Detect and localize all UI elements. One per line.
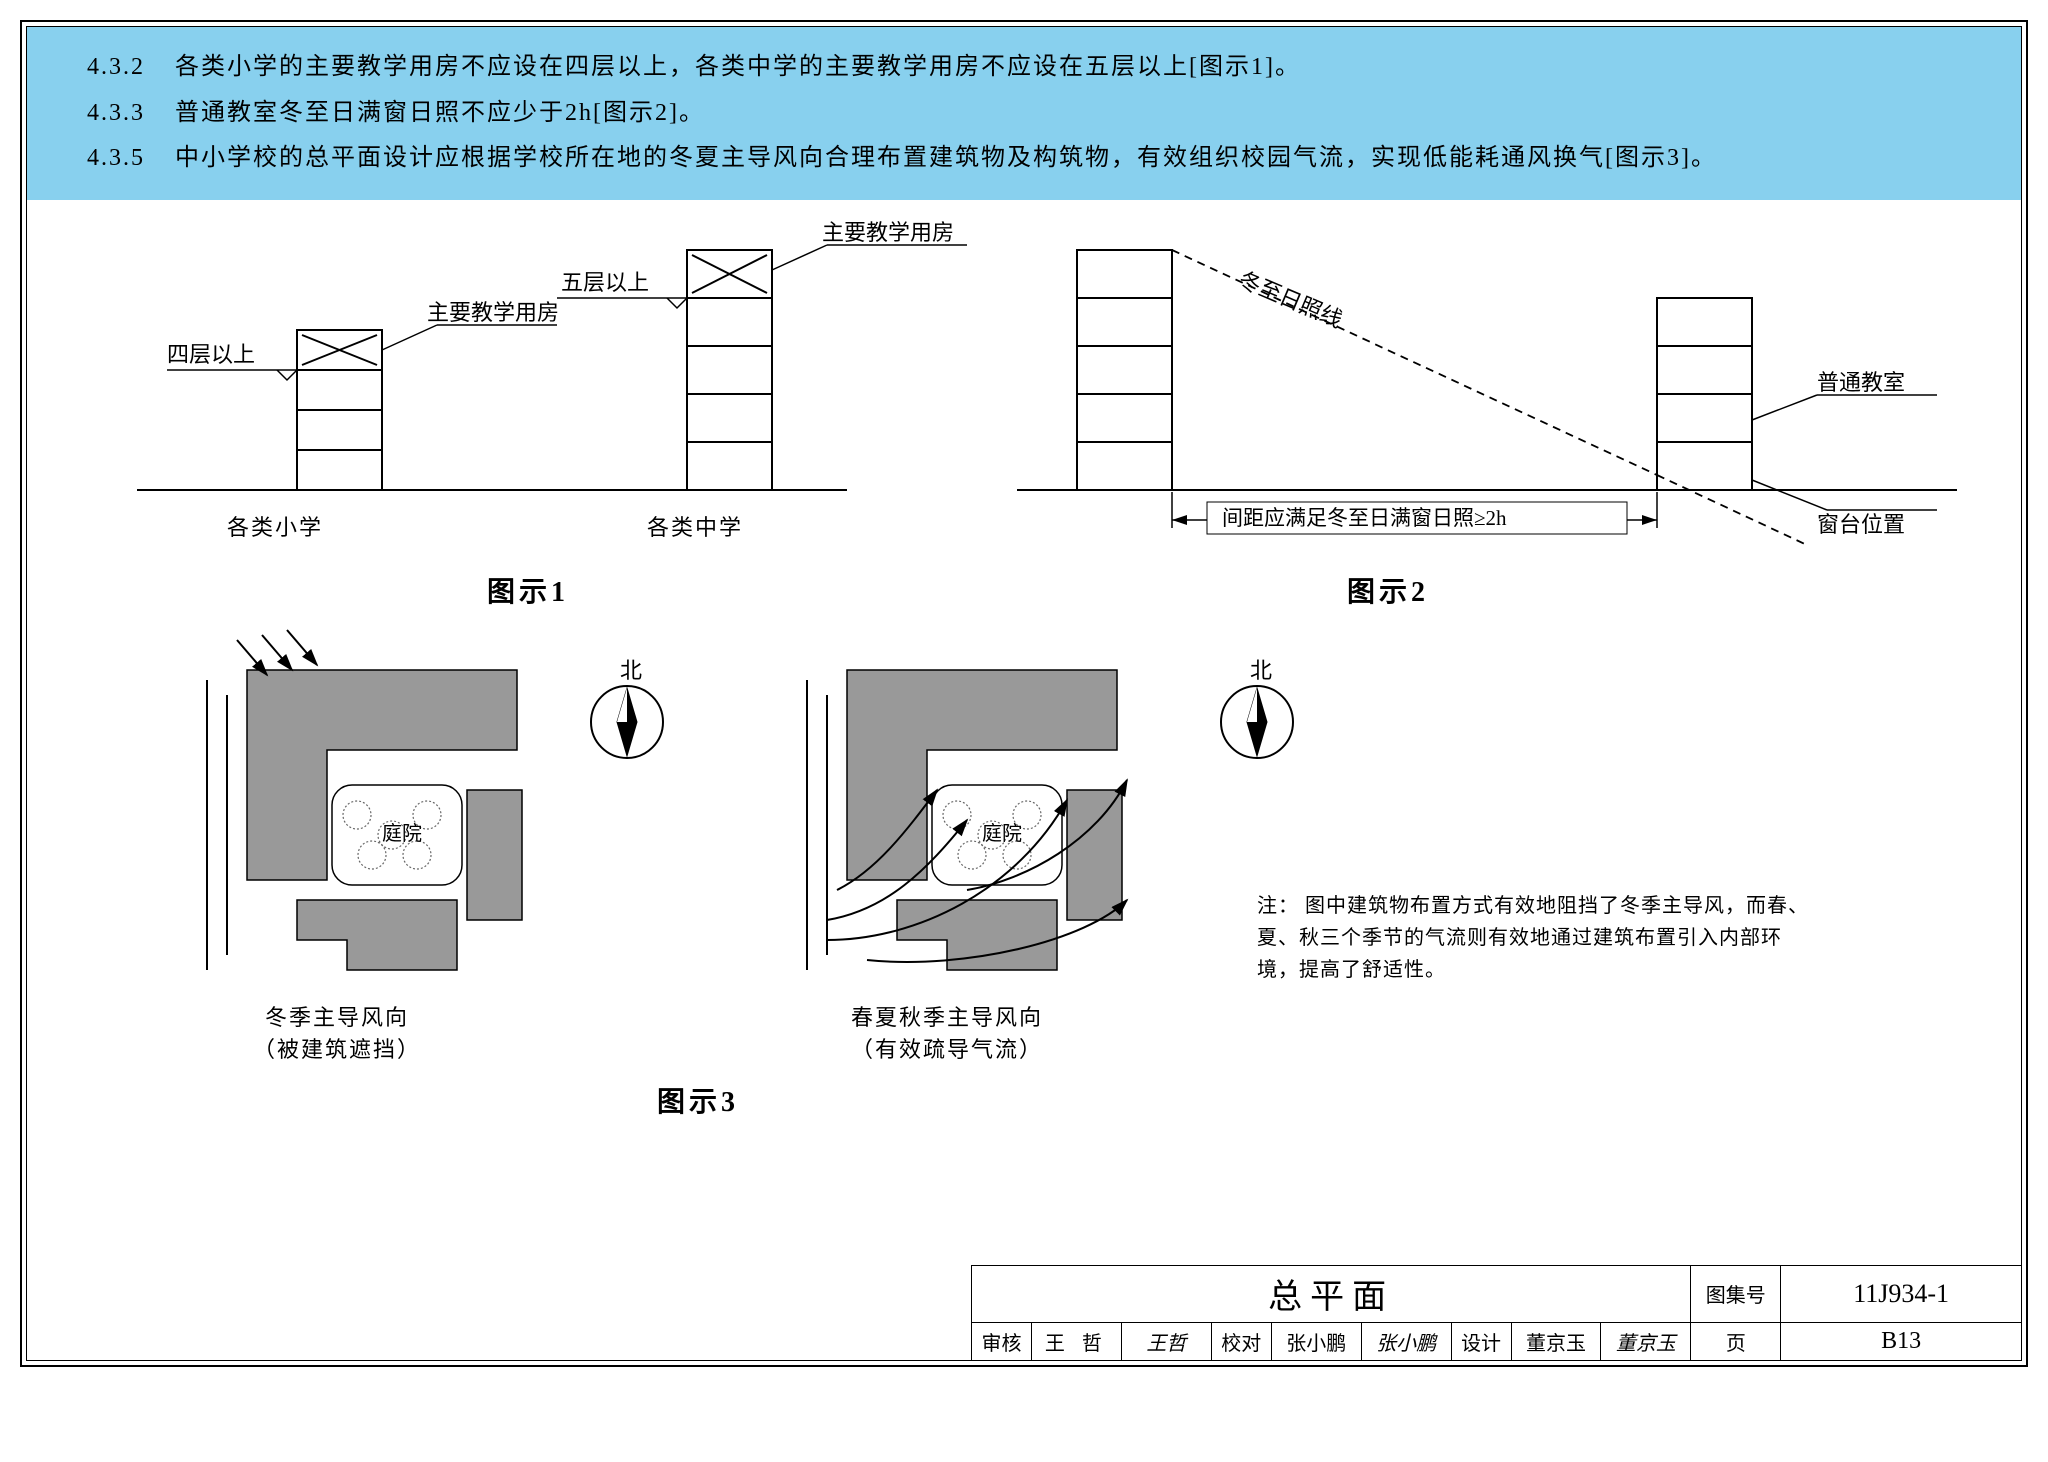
check-sig: 张小鹏 bbox=[1362, 1322, 1452, 1360]
fig2-sun-diagram: 冬至日照线 普通教室 窗台位置 间距应满足冬至日满窗日照≥2h bbox=[1017, 220, 1957, 550]
north-label-r: 北 bbox=[1250, 658, 1272, 683]
fig3-left-cap1: 冬季主导风向 （被建筑遮挡） bbox=[237, 1000, 437, 1064]
fig3-left-north: 北 bbox=[587, 660, 677, 770]
note-prefix: 注： bbox=[1257, 895, 1299, 917]
fig3-left-line1: 冬季主导风向 bbox=[265, 1005, 409, 1030]
fig1-left-floor-label: 四层以上 bbox=[167, 342, 255, 367]
fig3-left-plan: 庭院 bbox=[167, 640, 567, 1000]
clauses-header: 4.3.2 各类小学的主要教学用房不应设在四层以上，各类中学的主要教学用房不应设… bbox=[27, 27, 2021, 200]
clause: 4.3.5 中小学校的总平面设计应根据学校所在地的冬夏主导风向合理布置建筑物及构… bbox=[87, 136, 1961, 182]
design-name: 董京玉 bbox=[1512, 1322, 1602, 1360]
inner-frame: 4.3.2 各类小学的主要教学用房不应设在四层以上，各类中学的主要教学用房不应设… bbox=[26, 26, 2022, 1361]
fig2-sunline-label: 冬至日照线 bbox=[1235, 266, 1346, 332]
fig3-right-north: 北 bbox=[1217, 660, 1307, 770]
drawing-page: 4.3.2 各类小学的主要教学用房不应设在四层以上，各类中学的主要教学用房不应设… bbox=[20, 20, 2028, 1367]
fig2-sill-label: 窗台位置 bbox=[1817, 512, 1905, 537]
review-label: 审核 bbox=[972, 1322, 1032, 1360]
clause: 4.3.3 普通教室冬至日满窗日照不应少于2h[图示2]。 bbox=[87, 91, 1961, 137]
drawing-title: 总平面 bbox=[972, 1266, 1691, 1322]
note-text: 图中建筑物布置方式有效地阻挡了冬季主导风，而春、夏、秋三个季节的气流则有效地通过… bbox=[1257, 895, 1809, 981]
fig2-room-label: 普通教室 bbox=[1817, 370, 1905, 395]
design-label: 设计 bbox=[1452, 1322, 1512, 1360]
fig3-caption: 图示3 bbox=[657, 1080, 739, 1120]
page-label: 页 bbox=[1691, 1322, 1781, 1360]
fig1-left-room-label: 主要教学用房 bbox=[427, 300, 559, 325]
fig2-distance-label: 间距应满足冬至日满窗日照≥2h bbox=[1222, 506, 1507, 530]
clause: 4.3.2 各类小学的主要教学用房不应设在四层以上，各类中学的主要教学用房不应设… bbox=[87, 45, 1961, 91]
fig3-note: 注： 图中建筑物布置方式有效地阻挡了冬季主导风，而春、夏、秋三个季节的气流则有效… bbox=[1257, 890, 1817, 986]
fig3-left-courtyard: 庭院 bbox=[382, 822, 422, 845]
fig3-right-line1: 春夏秋季主导风向 bbox=[851, 1005, 1043, 1030]
fig2-caption: 图示2 bbox=[1347, 570, 1429, 610]
atlas-no: 11J934-1 bbox=[1781, 1266, 2021, 1322]
fig3-left-line2: （被建筑遮挡） bbox=[253, 1037, 421, 1062]
design-sig: 董京玉 bbox=[1601, 1322, 1691, 1360]
review-name: 王 哲 bbox=[1032, 1322, 1122, 1360]
fig1-middle-school: 五层以上 主要教学用房 bbox=[547, 220, 967, 520]
diagrams-area: 四层以上 主要教学用房 各类小学 bbox=[27, 200, 2021, 1360]
fig1-primary-school: 四层以上 主要教学用房 bbox=[137, 260, 557, 520]
fig3-right-courtyard: 庭院 bbox=[982, 822, 1022, 845]
check-label: 校对 bbox=[1212, 1322, 1272, 1360]
north-label-l: 北 bbox=[620, 658, 642, 683]
fig1-left-caption: 各类小学 bbox=[227, 510, 323, 542]
check-name: 张小鹏 bbox=[1272, 1322, 1362, 1360]
fig3-right-plan: 庭院 bbox=[767, 640, 1187, 1000]
fig3-right-line2: （有效疏导气流） bbox=[851, 1037, 1043, 1062]
atlas-label: 图集号 bbox=[1691, 1266, 1781, 1322]
fig1-right-caption: 各类中学 bbox=[647, 510, 743, 542]
fig1-right-room-label: 主要教学用房 bbox=[822, 220, 954, 245]
title-block: 总平面 图集号 11J934-1 审核 王 哲 王哲 校对 张小鹏 张小鹏 设计… bbox=[971, 1265, 2021, 1360]
page-no: B13 bbox=[1781, 1322, 2021, 1360]
review-sig: 王哲 bbox=[1122, 1322, 1212, 1360]
fig1-right-floor-label: 五层以上 bbox=[561, 270, 649, 295]
fig1-caption: 图示1 bbox=[487, 570, 569, 610]
fig3-right-cap: 春夏秋季主导风向 （有效疏导气流） bbox=[827, 1000, 1067, 1064]
